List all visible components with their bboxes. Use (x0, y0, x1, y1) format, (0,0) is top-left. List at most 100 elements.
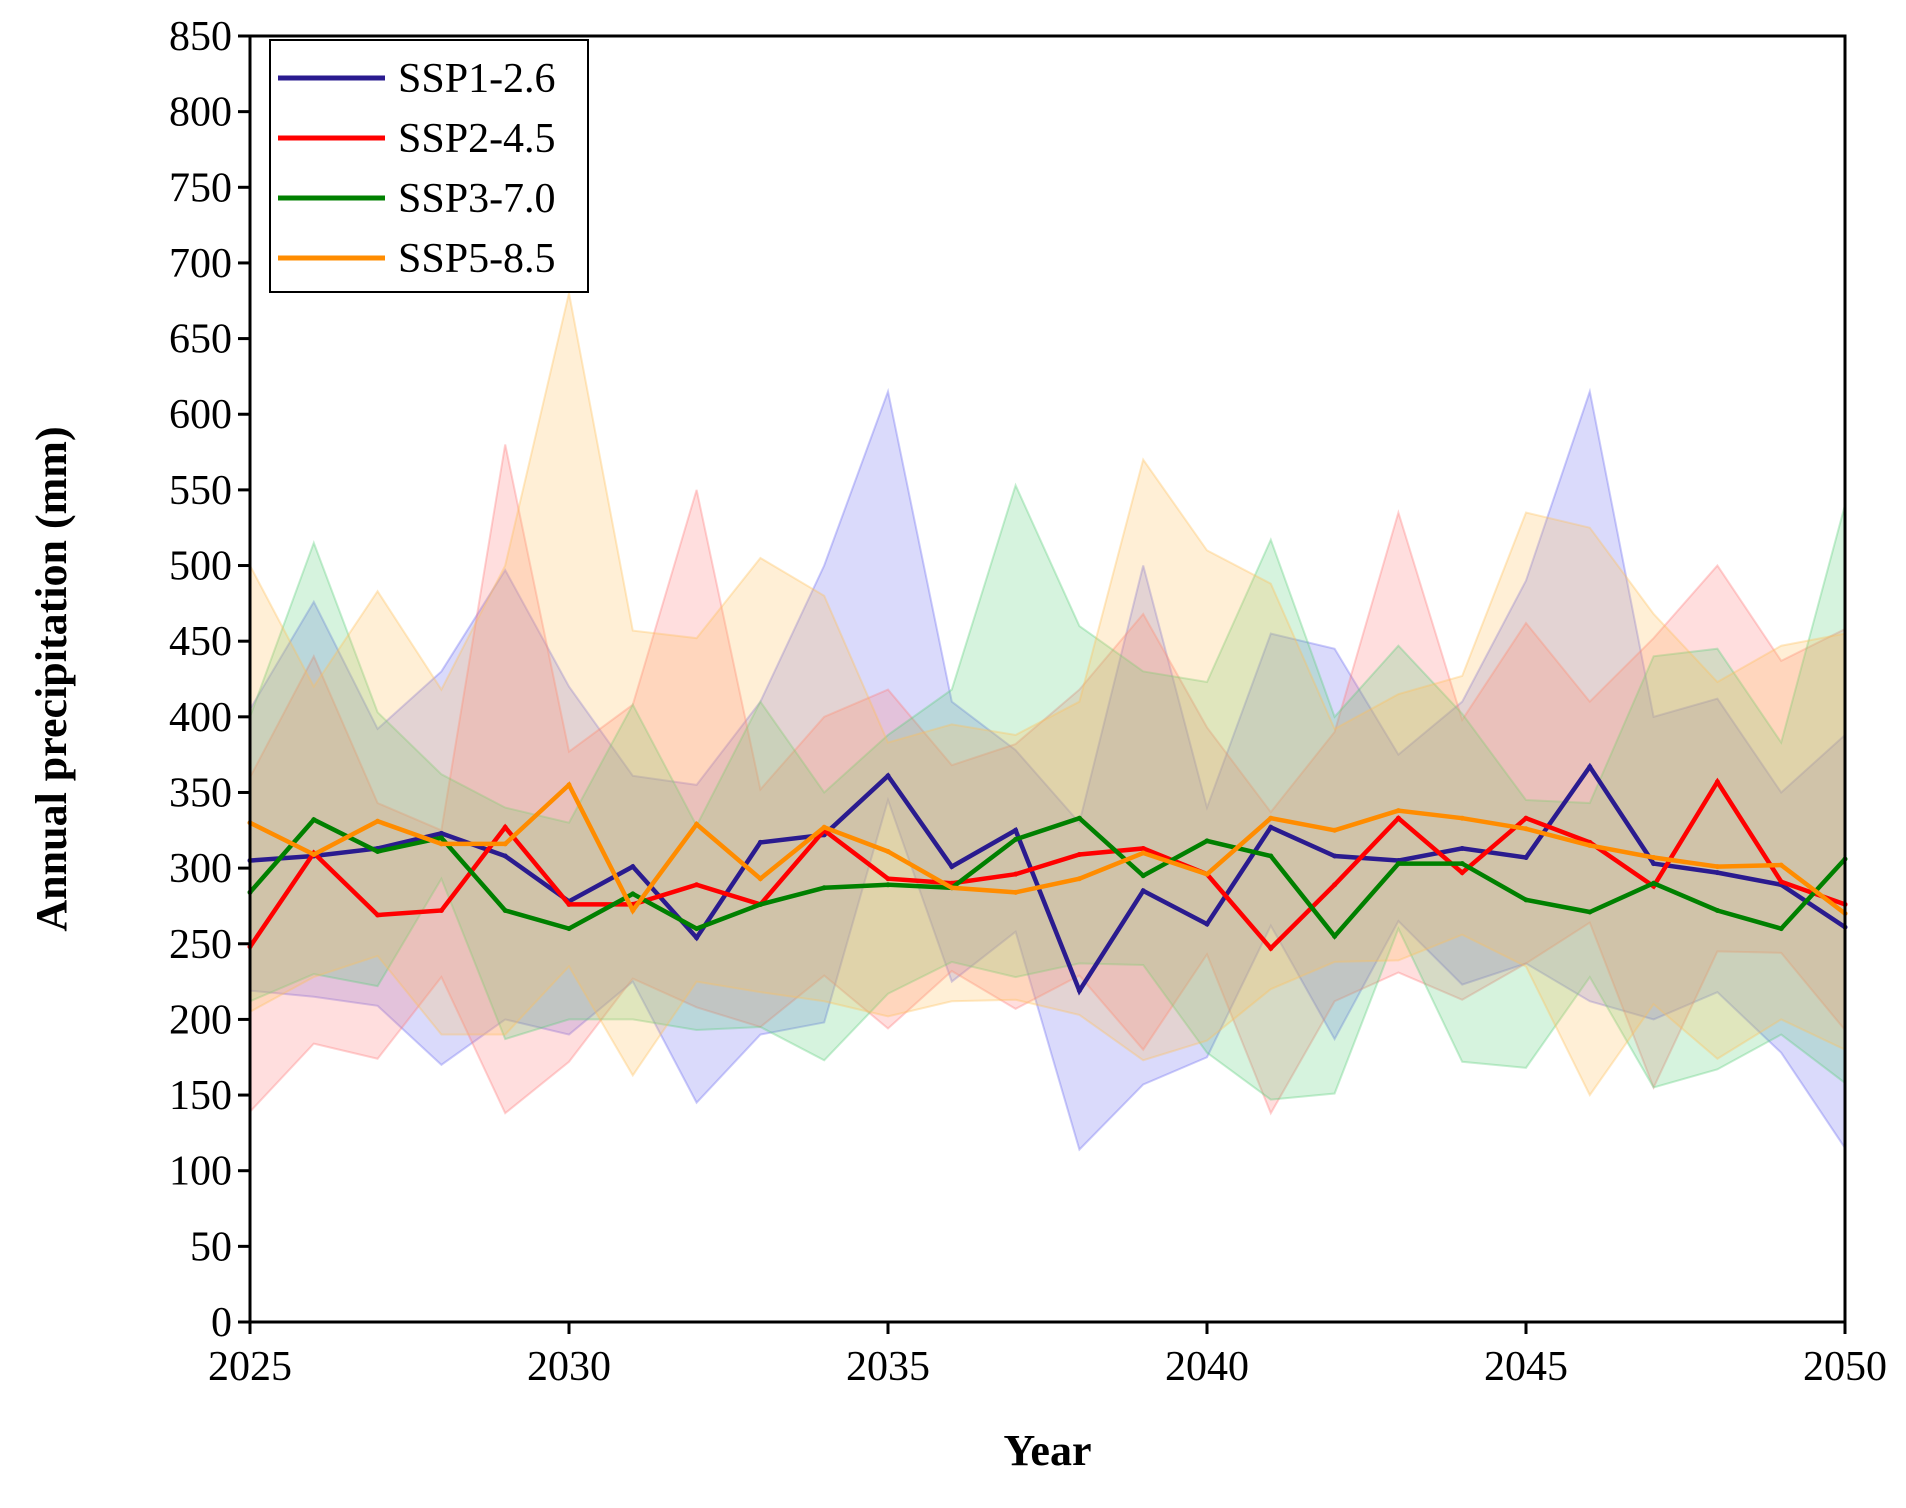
x-axis-title: Year (1004, 1426, 1092, 1475)
point-ssp3-7-0-2035 (885, 882, 891, 888)
line-ssp2-4-5 (248, 777, 1846, 952)
point-ssp5-8-5-2029 (502, 841, 508, 847)
point-ssp5-8-5-2041 (1268, 815, 1274, 821)
point-ssp1-2-6-2040 (1204, 921, 1210, 927)
point-ssp5-8-5-2031 (630, 907, 636, 913)
point-ssp5-8-5-2037 (1013, 889, 1019, 895)
point-ssp2-4-5-2032 (694, 882, 700, 888)
legend-label-ssp2-4-5: SSP2-4.5 (398, 116, 556, 162)
point-ssp5-8-5-2039 (1140, 850, 1146, 856)
point-ssp3-7-0-2049 (1778, 926, 1784, 932)
point-ssp2-4-5-2038 (1076, 852, 1082, 858)
point-ssp5-8-5-2033 (757, 876, 763, 882)
point-ssp3-7-0-2026 (311, 817, 317, 823)
legend-label-ssp3-7-0: SSP3-7.0 (398, 176, 556, 222)
point-ssp5-8-5-2040 (1204, 871, 1210, 877)
point-ssp5-8-5-2046 (1587, 842, 1593, 848)
point-ssp1-2-6-2039 (1140, 888, 1146, 894)
point-ssp5-8-5-2045 (1523, 826, 1529, 832)
point-ssp2-4-5-2027 (375, 912, 381, 918)
point-ssp3-7-0-2039 (1140, 873, 1146, 879)
point-ssp5-8-5-2034 (821, 824, 827, 830)
point-ssp3-7-0-2028 (438, 835, 444, 841)
point-ssp3-7-0-2046 (1587, 909, 1593, 915)
point-ssp3-7-0-2030 (566, 926, 572, 932)
point-ssp5-8-5-2028 (438, 841, 444, 847)
y-tick-label-850: 850 (169, 14, 232, 60)
point-ssp1-2-6-2031 (630, 864, 636, 870)
y-tick-label-200: 200 (169, 997, 232, 1043)
legend-label-ssp5-8-5: SSP5-8.5 (398, 236, 556, 282)
y-tick-label-700: 700 (169, 241, 232, 287)
point-ssp5-8-5-2027 (375, 818, 381, 824)
axes: 0 50 100 150 200 250 300 350 400 450 500 550 600 650 7… (27, 14, 1887, 1475)
point-ssp5-8-5-2044 (1459, 815, 1465, 821)
point-ssp2-4-5-2048 (1714, 779, 1720, 785)
point-ssp5-8-5-2049 (1778, 862, 1784, 868)
legend-item-ssp2-4-5: SSP2-4.5 (278, 116, 556, 162)
point-ssp5-8-5-2042 (1332, 827, 1338, 833)
point-ssp1-2-6-2046 (1587, 764, 1593, 770)
y-tick-label-50: 50 (190, 1224, 232, 1270)
point-ssp2-4-5-2049 (1778, 879, 1784, 885)
y-tick-label-550: 550 (169, 468, 232, 514)
y-tick-label-750: 750 (169, 165, 232, 211)
y-tick-label-600: 600 (169, 392, 232, 438)
point-ssp3-7-0-2042 (1332, 933, 1338, 939)
line-ssp5-8-5 (248, 781, 1847, 916)
point-ssp5-8-5-2030 (566, 782, 572, 788)
legend-item-ssp3-7-0: SSP3-7.0 (278, 176, 556, 222)
point-ssp5-8-5-2032 (694, 821, 700, 827)
point-ssp3-7-0-2032 (694, 926, 700, 932)
point-ssp5-8-5-2043 (1395, 808, 1401, 814)
point-ssp2-4-5-2029 (502, 824, 508, 830)
point-ssp1-2-6-2044 (1459, 845, 1465, 851)
y-tick-label-150: 150 (169, 1073, 232, 1119)
point-ssp2-4-5-2037 (1013, 871, 1019, 877)
point-ssp1-2-6-2036 (949, 864, 955, 870)
point-ssp3-7-0-2044 (1459, 861, 1465, 867)
point-ssp1-2-6-2041 (1268, 824, 1274, 830)
point-ssp2-4-5-2044 (1459, 870, 1465, 876)
point-ssp1-2-6-2035 (885, 773, 891, 779)
point-ssp1-2-6-2042 (1332, 853, 1338, 859)
point-ssp3-7-0-2033 (757, 901, 763, 907)
x-tick-label-2045: 2045 (1484, 1344, 1568, 1390)
y-tick-label-100: 100 (169, 1149, 232, 1195)
point-ssp2-4-5-2045 (1523, 815, 1529, 821)
point-ssp1-2-6-2033 (757, 839, 763, 845)
point-ssp2-4-5-2042 (1332, 882, 1338, 888)
point-ssp3-7-0-2038 (1076, 815, 1082, 821)
y-tick-label-400: 400 (169, 695, 232, 741)
line-ssp1-2-6 (249, 762, 1847, 996)
x-tick-label-2035: 2035 (846, 1344, 930, 1390)
point-ssp5-8-5-2038 (1076, 876, 1082, 882)
series-ssp3-7-0 (247, 815, 1848, 940)
point-ssp5-8-5-2026 (311, 852, 317, 858)
x-tick-label-2030: 2030 (527, 1344, 611, 1390)
point-ssp1-2-6-2047 (1651, 861, 1657, 867)
point-ssp2-4-5-2035 (885, 876, 891, 882)
point-ssp1-2-6-2045 (1523, 855, 1529, 861)
series-lines (247, 762, 1848, 996)
x-tick-label-2040: 2040 (1165, 1344, 1249, 1390)
point-ssp3-7-0-2027 (375, 848, 381, 854)
y-tick-label-300: 300 (169, 846, 232, 892)
point-ssp3-7-0-2041 (1268, 853, 1274, 859)
point-ssp3-7-0-2047 (1651, 880, 1657, 886)
point-ssp3-7-0-2043 (1395, 861, 1401, 867)
legend-label-ssp1-2-6: SSP1-2.6 (398, 56, 556, 102)
legend-box (269, 39, 589, 293)
y-axis-title: Annual precipitation (mm) (27, 426, 76, 931)
legend-item-ssp5-8-5: SSP5-8.5 (278, 236, 556, 282)
point-ssp2-4-5-2030 (566, 901, 572, 907)
y-tick-label-500: 500 (169, 544, 232, 590)
point-ssp2-4-5-2043 (1395, 815, 1401, 821)
point-ssp5-8-5-2036 (949, 885, 955, 891)
point-ssp1-2-6-2029 (502, 853, 508, 859)
x-tick-label-2025: 2025 (208, 1344, 292, 1390)
point-ssp3-7-0-2037 (1013, 836, 1019, 842)
line-ssp3-7-0 (248, 815, 1847, 940)
